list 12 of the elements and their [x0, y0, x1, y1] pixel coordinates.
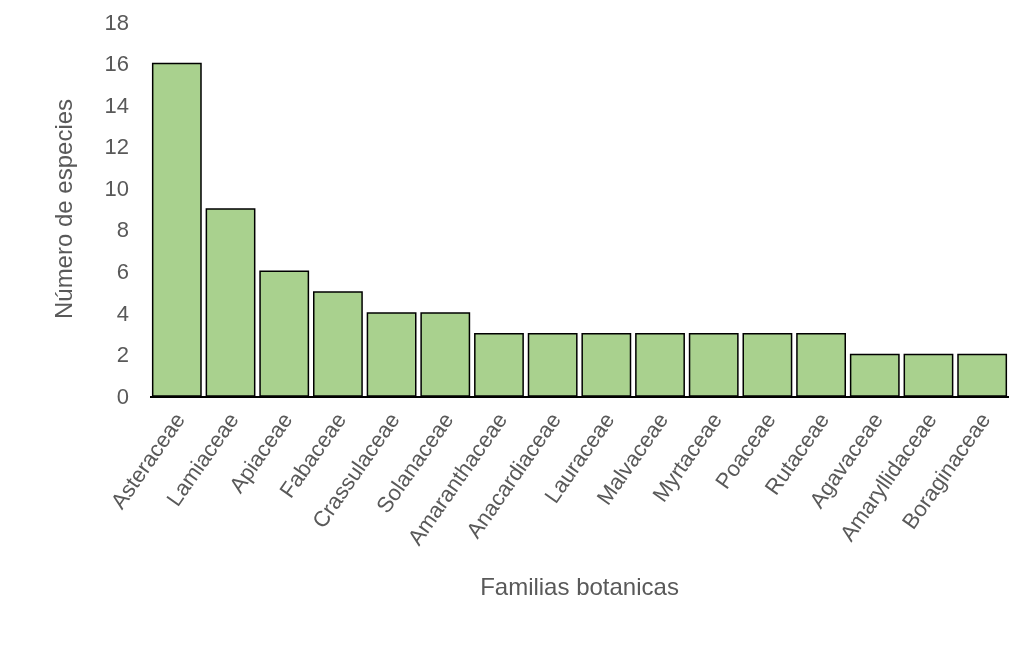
y-tick-label: 6	[116, 259, 129, 285]
y-tick-label: 18	[104, 9, 129, 35]
y-tick-label: 16	[104, 51, 129, 77]
y-tick-label: 8	[116, 217, 129, 243]
y-tick-label: 10	[104, 175, 129, 201]
y-tick-label: 2	[116, 342, 129, 368]
y-tick-label: 4	[116, 300, 129, 326]
y-tick-label: 12	[104, 134, 129, 160]
y-axis-title: Número de especies	[49, 98, 77, 320]
y-tick-label: 14	[104, 92, 129, 118]
x-axis-title: Familias botanicas	[480, 573, 679, 601]
y-tick-label: 0	[116, 383, 129, 409]
